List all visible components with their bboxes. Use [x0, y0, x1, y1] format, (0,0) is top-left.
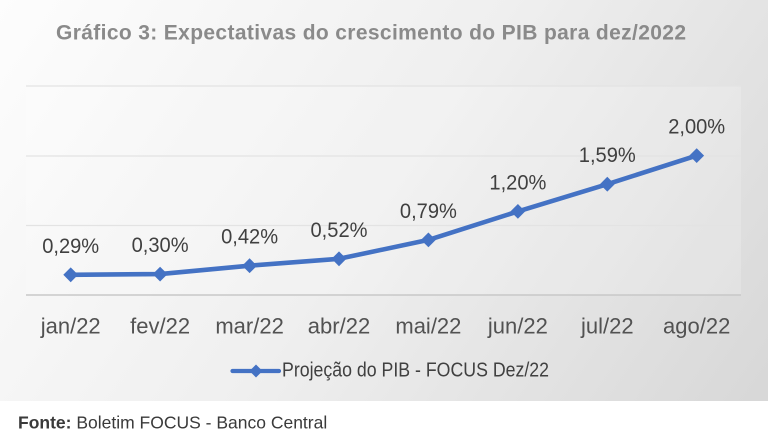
svg-text:Gráfico 3: Expectativas do cre: Gráfico 3: Expectativas do crescimento d…: [56, 22, 686, 45]
svg-text:abr/22: abr/22: [308, 314, 370, 339]
svg-text:jul/22: jul/22: [580, 314, 634, 339]
svg-text:0,79%: 0,79%: [400, 199, 457, 223]
svg-text:Fonte: Boletim FOCUS - Banco C: Fonte: Boletim FOCUS - Banco Central: [18, 412, 327, 432]
svg-text:mar/22: mar/22: [215, 314, 283, 339]
svg-text:0,29%: 0,29%: [42, 234, 99, 258]
svg-text:0,42%: 0,42%: [221, 225, 278, 249]
svg-text:Projeção do PIB - FOCUS Dez/22: Projeção do PIB - FOCUS Dez/22: [282, 358, 549, 381]
svg-text:jan/22: jan/22: [40, 314, 101, 339]
svg-text:1,59%: 1,59%: [579, 143, 636, 167]
svg-text:mai/22: mai/22: [395, 314, 461, 339]
svg-text:jun/22: jun/22: [487, 314, 548, 339]
svg-text:ago/22: ago/22: [663, 314, 730, 339]
svg-text:0,52%: 0,52%: [311, 218, 368, 242]
svg-text:fev/22: fev/22: [130, 314, 190, 339]
svg-text:1,20%: 1,20%: [489, 170, 546, 194]
svg-text:2,00%: 2,00%: [668, 115, 725, 139]
svg-text:0,30%: 0,30%: [132, 233, 189, 257]
